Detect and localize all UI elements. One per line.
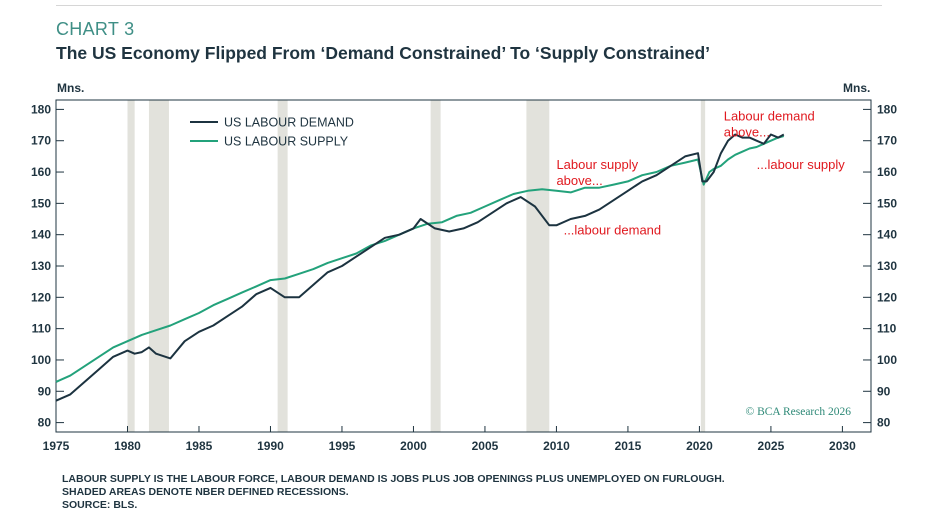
chart-number: CHART 3 <box>56 19 135 39</box>
x-tick-label: 2015 <box>615 439 642 453</box>
annotations: Labour supply above......labour demandLab… <box>556 108 845 237</box>
y-tick-label-left: 100 <box>31 353 51 367</box>
x-tick-label: 2030 <box>829 439 856 453</box>
y-tick-label-left: 90 <box>38 384 52 398</box>
x-tick-label: 1980 <box>114 439 141 453</box>
legend-label: US LABOUR DEMAND <box>224 116 354 130</box>
y-tick-label-left: 180 <box>31 102 51 116</box>
y-tick-label-right: 140 <box>877 228 897 242</box>
recession-band <box>700 100 706 432</box>
recession-bands <box>127 100 706 432</box>
annotation-label: Labour supply above... <box>556 157 638 188</box>
x-tick-label: 2020 <box>686 439 713 453</box>
watermark: © BCA Research 2026 <box>745 406 851 418</box>
recession-band <box>148 100 169 432</box>
x-tick-label: 2010 <box>543 439 570 453</box>
x-tick-label: 1990 <box>257 439 284 453</box>
right-axis-unit: Mns. <box>843 81 871 95</box>
x-tick-label: 2000 <box>400 439 427 453</box>
x-tick-label: 2025 <box>758 439 785 453</box>
y-tick-label-right: 110 <box>877 322 897 336</box>
y-tick-label-left: 150 <box>31 196 51 210</box>
legend-label: US LABOUR SUPPLY <box>224 135 349 149</box>
annotation-label: ...labour supply <box>757 157 846 172</box>
left-axis-unit: Mns. <box>57 81 85 95</box>
annotation-line: Labour supply <box>556 157 638 172</box>
footnote-definition: LABOUR SUPPLY IS THE LABOUR FORCE, LABOU… <box>62 473 725 485</box>
chart-title: The US Economy Flipped From ‘Demand Cons… <box>56 43 711 63</box>
x-tick-label: 1985 <box>186 439 213 453</box>
annotation-label: ...labour demand <box>564 223 662 238</box>
y-tick-label-right: 150 <box>877 196 897 210</box>
annotation-line: ...labour supply <box>757 157 846 172</box>
y-tick-label-left: 110 <box>32 322 52 336</box>
footnote-recessions: SHADED AREAS DENOTE NBER DEFINED RECESSI… <box>62 486 349 498</box>
y-tick-label-left: 140 <box>31 228 51 242</box>
x-tick-label: 1995 <box>329 439 356 453</box>
y-tick-label-right: 80 <box>877 416 891 430</box>
line-chart: 80 80 90 90 100 100 110 110 120 120 130 130 140 140 15… <box>31 99 897 453</box>
annotation-line: above... <box>556 173 602 188</box>
y-tick-label-left: 160 <box>31 165 51 179</box>
annotation-line: Labour demand <box>724 108 815 123</box>
y-tick-label-right: 100 <box>877 353 897 367</box>
annotation-label: Labour demand above... <box>724 108 815 139</box>
y-tick-label-right: 170 <box>877 134 897 148</box>
legend: US LABOUR DEMAND US LABOUR SUPPLY <box>190 116 354 149</box>
annotation-line: above... <box>724 124 770 139</box>
annotation-line: ...labour demand <box>564 223 662 238</box>
x-tick-label: 1975 <box>43 439 70 453</box>
top-rule <box>56 5 882 6</box>
y-tick-label-left: 170 <box>31 134 51 148</box>
recession-band <box>127 100 135 432</box>
recession-band <box>277 100 288 432</box>
series-lines <box>55 133 785 402</box>
y-tick-label-right: 180 <box>877 102 897 116</box>
axis-ticks: 80 80 90 90 100 100 110 110 120 120 130 130 140 140 15… <box>31 102 897 453</box>
y-tick-label-left: 80 <box>38 416 52 430</box>
y-tick-label-left: 120 <box>31 290 51 304</box>
recession-band <box>430 100 441 432</box>
y-tick-label-left: 130 <box>31 259 51 273</box>
x-tick-label: 2005 <box>472 439 499 453</box>
footnote-source: SOURCE: BLS. <box>62 499 138 511</box>
y-tick-label-right: 120 <box>877 290 897 304</box>
y-tick-label-right: 90 <box>877 384 891 398</box>
series-line-labour-demand <box>55 133 785 402</box>
y-tick-label-right: 130 <box>877 259 897 273</box>
recession-band <box>526 100 550 432</box>
y-tick-label-right: 160 <box>877 165 897 179</box>
